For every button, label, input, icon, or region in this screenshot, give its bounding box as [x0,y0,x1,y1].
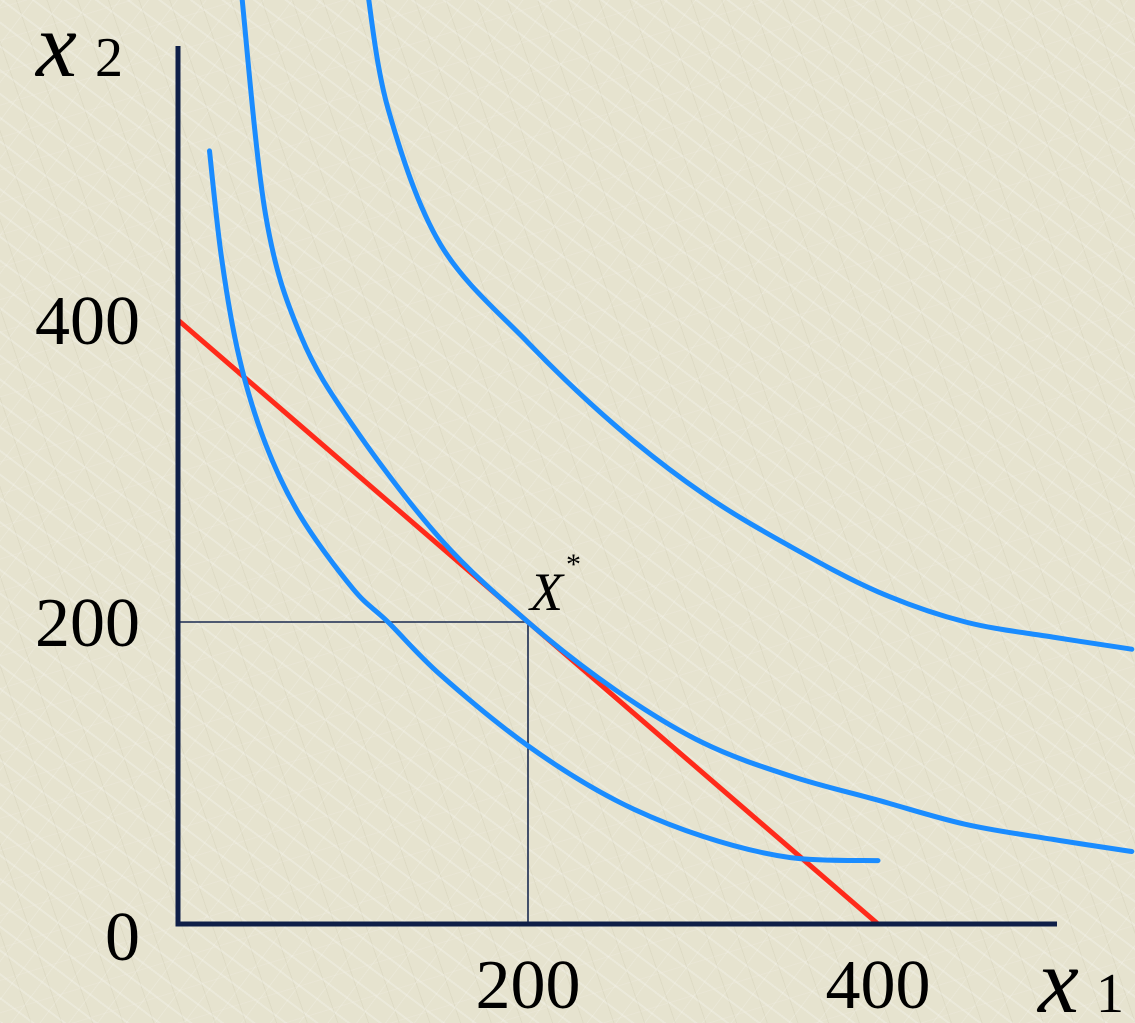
y-axis-title-variable: x [34,0,77,96]
y-tick-label: 400 [35,283,140,360]
indifference-curve-1 [207,148,881,864]
axes [175,46,1057,927]
series-layer [175,0,1135,927]
guide-lines [178,621,529,924]
optimum-label-superscript: * [566,548,581,581]
y-axis-title-subscript: 2 [95,27,123,89]
x-tick-label: 400 [826,947,931,1023]
indifference-curve-3 [366,0,1135,652]
y-tick-label: 200 [35,585,140,662]
x-axis-title-subscript: 1 [1096,963,1124,1023]
x-axis-title: x 1 [1036,930,1124,1023]
x-axis-title-variable: x [1036,930,1079,1023]
tick-labels: 200 400 0 200 400 [35,283,931,1023]
y-axis-title: x 2 [34,0,123,96]
optimum-label: X * [528,548,581,622]
x-tick-label: 200 [476,947,581,1023]
indifference-curve-2 [239,0,1135,854]
optimum-label-text: X [528,562,565,622]
y-tick-label: 0 [105,899,140,976]
